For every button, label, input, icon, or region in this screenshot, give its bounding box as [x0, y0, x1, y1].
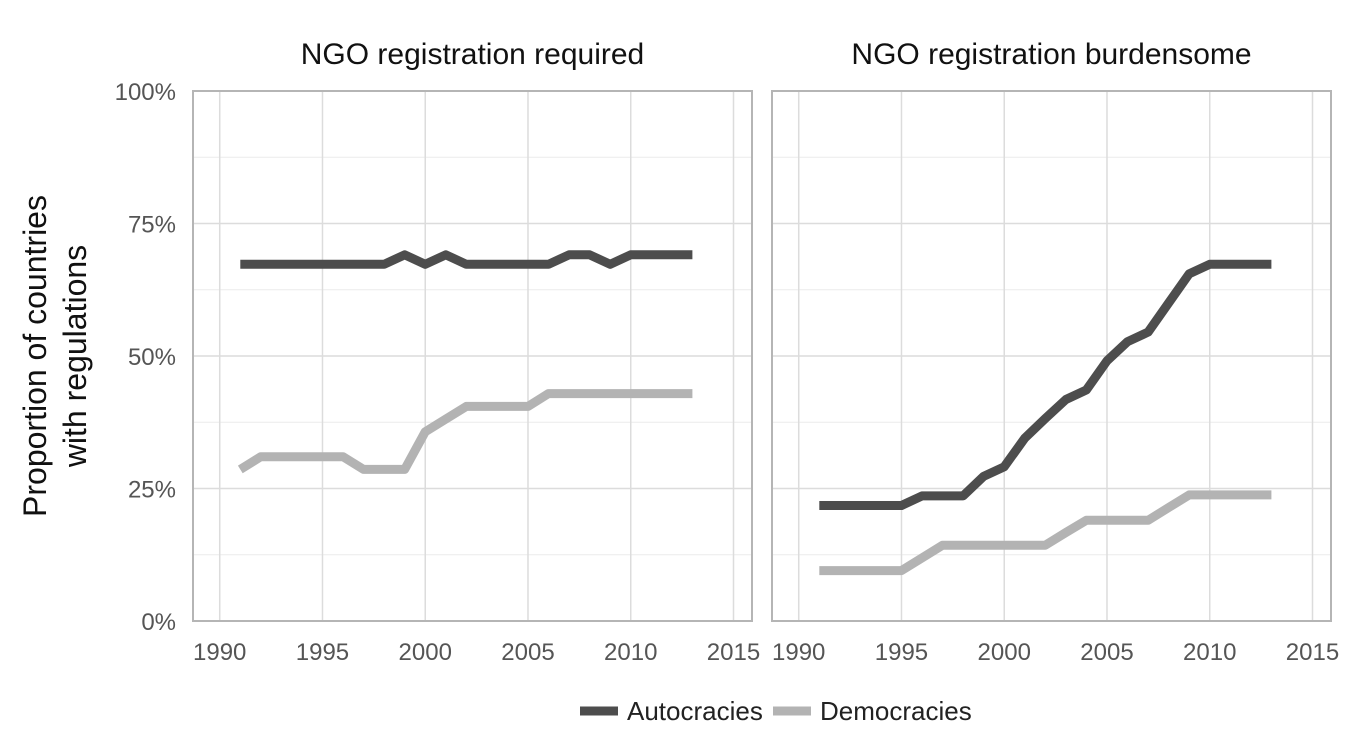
x-tick-label: 2005: [1080, 639, 1133, 666]
x-tick-label: 2010: [604, 639, 657, 666]
series-line-democracies: [819, 490, 1272, 576]
series-line-autocracies: [240, 250, 693, 269]
y-tick-label: 100%: [115, 79, 176, 106]
panel-frame: [771, 90, 1332, 622]
x-tick-label: 2010: [1183, 639, 1236, 666]
series-line-autocracies: [819, 259, 1272, 510]
panel-title: NGO registration required: [301, 38, 644, 71]
x-tick-label: 1995: [296, 639, 349, 666]
y-axis-title: Proportion of countries with regulations: [17, 195, 93, 517]
legend-label-democracies: Democracies: [820, 696, 972, 726]
panel-frame: [192, 90, 753, 622]
y-tick-label: 50%: [128, 344, 176, 371]
x-tick-label: 1990: [772, 639, 825, 666]
x-tick-label: 2005: [501, 639, 554, 666]
x-tick-label: 1995: [875, 639, 928, 666]
panel-title: NGO registration burdensome: [851, 38, 1251, 71]
legend-label-autocracies: Autocracies: [627, 696, 763, 726]
x-tick-label: 2015: [1286, 639, 1339, 666]
x-tick-label: 2000: [399, 639, 452, 666]
y-axis-title-line: Proportion of countries: [17, 195, 53, 517]
y-tick-label: 25%: [128, 477, 176, 504]
y-tick-label: 75%: [128, 212, 176, 239]
y-tick-label: 0%: [141, 609, 176, 636]
x-tick-label: 1990: [193, 639, 246, 666]
x-tick-label: 2000: [978, 639, 1031, 666]
x-tick-label: 2015: [707, 639, 760, 666]
y-axis-title-line: with regulations: [57, 245, 93, 468]
series-line-democracies: [237, 389, 693, 474]
